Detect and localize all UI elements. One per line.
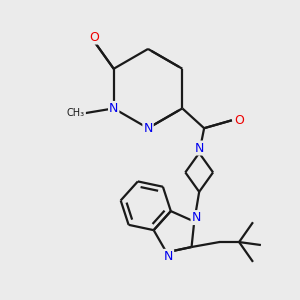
Text: O: O [89, 31, 99, 44]
Text: N: N [109, 102, 118, 115]
Text: CH₃: CH₃ [67, 108, 85, 118]
Text: N: N [143, 122, 153, 135]
Text: N: N [191, 211, 201, 224]
Text: O: O [234, 114, 244, 127]
Text: N: N [194, 142, 204, 154]
Text: N: N [164, 250, 173, 263]
